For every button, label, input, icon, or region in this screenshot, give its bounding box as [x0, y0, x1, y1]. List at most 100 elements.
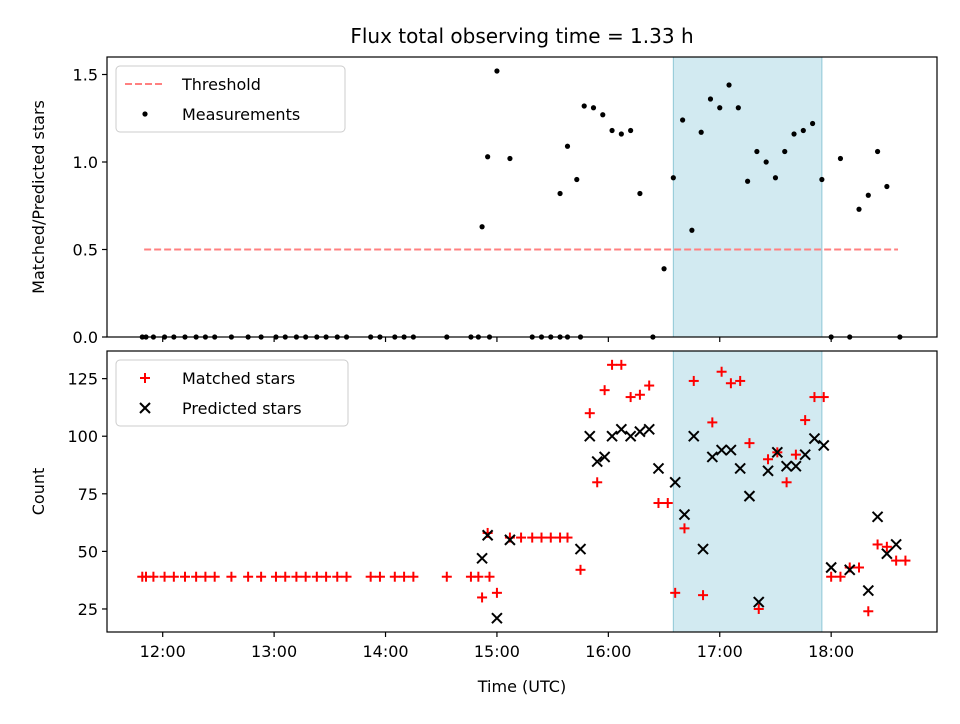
- predicted-star-b: [591, 455, 603, 468]
- matched-star-point: [809, 392, 820, 403]
- predicted-star-point: [669, 476, 681, 488]
- measurement-point: [772, 175, 779, 181]
- predicted-star-point: [862, 584, 875, 597]
- matched-star-point: [332, 571, 343, 582]
- matched-star-point: [341, 571, 352, 582]
- matched-star-point: [634, 389, 645, 400]
- matched-star-point: [270, 571, 281, 582]
- matched-star-point: [209, 571, 220, 582]
- predicted-star-point: [808, 432, 821, 445]
- matched-star-point: [545, 532, 556, 543]
- matched-star-point: [200, 571, 211, 582]
- measurement-point: [717, 105, 723, 111]
- predicted-star-point: [624, 430, 637, 442]
- matched-star-point: [698, 590, 709, 601]
- matched-star-point: [389, 571, 400, 582]
- measurement-point: [609, 127, 615, 134]
- chart-title: Flux total observing time = 1.33 h: [350, 24, 693, 48]
- predicted-star-point: [606, 430, 618, 442]
- matched-star-point: [256, 571, 267, 582]
- measurement-point: [661, 266, 667, 272]
- x-tick-label: 12:00: [140, 642, 186, 661]
- predicted-star-point: [771, 446, 784, 459]
- predicted-star-b: [762, 465, 774, 477]
- predicted-star-b: [790, 460, 802, 472]
- matched-star-point: [707, 417, 718, 428]
- predicted-star-b: [871, 511, 884, 523]
- x-tick-label: 17:00: [697, 642, 743, 661]
- predicted-star-point: [481, 529, 494, 541]
- matched-star-point: [291, 571, 302, 582]
- bottom-y-tick-label: 50: [78, 542, 98, 561]
- measurement-point: [564, 143, 571, 149]
- predicted-star-point: [706, 451, 719, 463]
- predicted-star-b: [491, 612, 503, 624]
- matched-star-point: [191, 571, 202, 582]
- measurement-point: [837, 155, 844, 162]
- matched-star-point: [536, 532, 547, 543]
- top-shaded-region: [672, 56, 823, 338]
- top-y-axis-label: Matched/Predicted stars: [29, 100, 48, 294]
- matched-star-point: [835, 571, 846, 582]
- predicted-star-point: [762, 465, 774, 477]
- predicted-star-point: [715, 444, 728, 456]
- top-panel: 0.0 0.5 1.0 1.5 Matched/Predicted stars Thres…: [29, 56, 938, 347]
- matched-star-point: [527, 532, 538, 543]
- top-y-tick-label: 0.5: [73, 241, 98, 260]
- bottom-legend-label: Matched stars: [182, 369, 295, 388]
- measurement-point: [763, 159, 769, 165]
- matched-star-point: [484, 571, 495, 582]
- bottom-legend-label: Predicted stars: [182, 399, 302, 418]
- matched-star-point: [653, 498, 664, 509]
- predicted-star-point: [881, 547, 893, 560]
- legend-measurement-swatch: [142, 111, 148, 117]
- matched-star-point: [863, 606, 874, 617]
- matched-star-point: [311, 571, 322, 582]
- measurement-point: [581, 103, 587, 109]
- predicted-star-b: [780, 460, 793, 472]
- predicted-star-b: [481, 529, 494, 541]
- matched-star-point: [644, 380, 655, 391]
- matched-star-point: [179, 571, 190, 582]
- predicted-star-b: [715, 444, 728, 456]
- bottom-y-tick-label: 25: [78, 600, 98, 619]
- measurement-point: [782, 148, 788, 155]
- top-y-tick-label: 0.0: [73, 328, 98, 347]
- bottom-axes-frame: [106, 350, 938, 633]
- predicted-star-point: [780, 460, 793, 472]
- predicted-star-point: [734, 462, 746, 475]
- matched-star-point: [625, 392, 636, 403]
- predicted-star-b: [678, 508, 691, 521]
- top-axes-frame: [106, 56, 938, 338]
- predicted-star-b: [743, 490, 756, 502]
- measurement-point: [600, 112, 606, 118]
- legend-matched-swatch: [140, 373, 150, 383]
- matched-star-point: [662, 498, 673, 509]
- matched-star-point: [399, 571, 410, 582]
- matched-star-point: [607, 359, 618, 370]
- predicted-star-point: [818, 439, 830, 452]
- x-axis-label: Time (UTC): [477, 677, 566, 696]
- predicted-star-point: [634, 425, 646, 438]
- predicted-star-point: [652, 462, 665, 475]
- bottom-y-tick-label: 100: [67, 427, 98, 446]
- x-tick-label: 16:00: [585, 642, 631, 661]
- predicted-star-b: [504, 534, 516, 546]
- matched-star-point: [321, 571, 332, 582]
- matched-star-point: [818, 392, 829, 403]
- matched-star-point: [800, 415, 811, 426]
- predicted-star-point: [890, 538, 902, 551]
- matched-star-point: [365, 571, 376, 582]
- predicted-star-b: [862, 584, 875, 597]
- matched-star-point: [826, 571, 837, 582]
- matched-star-point: [599, 385, 610, 396]
- measurement-point: [707, 96, 714, 102]
- predicted-star-b: [825, 561, 837, 574]
- matched-star-point: [491, 587, 502, 598]
- measurement-point: [819, 176, 825, 183]
- x-tick-label: 15:00: [474, 642, 520, 661]
- predicted-star-point: [725, 444, 737, 456]
- predicted-star-b: [697, 543, 709, 555]
- predicted-star-b: [643, 423, 655, 436]
